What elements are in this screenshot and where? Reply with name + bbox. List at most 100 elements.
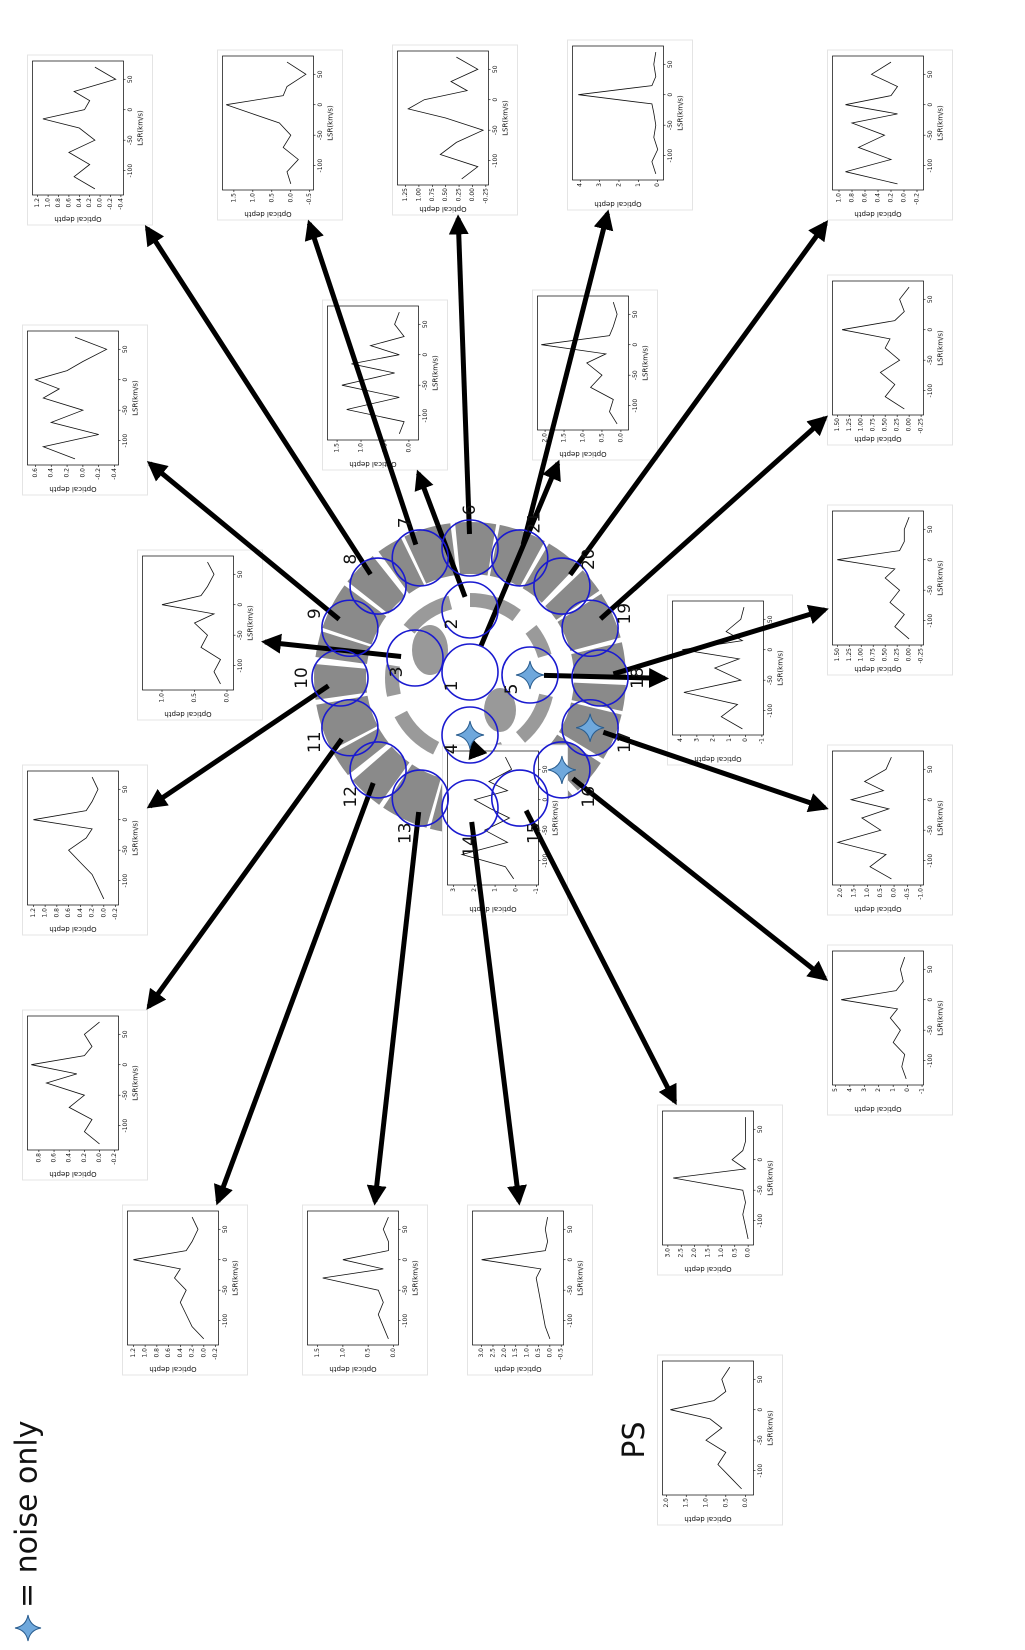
region-label: 10 [292, 667, 312, 689]
y-axis-label: Optical depth [329, 1365, 376, 1373]
x-tick-label: -50 [122, 1090, 129, 1100]
y-tick-label: 5 [832, 1088, 839, 1092]
y-tick-label: 1.25 [402, 188, 409, 202]
y-tick-label: 2.0 [691, 1248, 698, 1258]
y-tick-label: 0.0 [617, 433, 624, 443]
y-tick-label: 1.0 [524, 1348, 531, 1358]
x-axis-label: LSR(km/s) [937, 800, 945, 836]
x-axis-label: LSR(km/s) [577, 1260, 585, 1296]
y-tick-label: -0.2 [95, 468, 102, 480]
y-tick-label: -0.25 [918, 418, 925, 434]
y-tick-label: 1.0 [45, 198, 52, 208]
y-tick-label: 0.2 [189, 1348, 196, 1358]
spectrum-panel: -0.50.00.51.01.5-100-50050LSR(km/s)Optic… [218, 50, 343, 220]
y-tick-label: 2.0 [501, 1348, 508, 1358]
y-tick-label: -0.4 [111, 468, 118, 480]
spectrum-panel: 0.00.51.01.5-100-50050LSR(km/s)Optical d… [303, 1205, 428, 1375]
y-tick-label: -0.2 [111, 1153, 118, 1165]
y-tick-label: 3 [450, 888, 457, 892]
y-tick-label: 1.0 [836, 193, 843, 203]
spectrum-panel: -0.50.00.51.01.52.02.53.0-100-50050LSR(k… [468, 1205, 593, 1375]
y-axis-label: Optical depth [684, 1515, 731, 1523]
y-tick-label: 1.25 [846, 648, 853, 662]
y-tick-label: 4 [577, 183, 584, 187]
x-tick-label: -100 [122, 874, 129, 888]
x-axis-label: LSR(km/s) [937, 1000, 945, 1036]
x-tick-label: 0 [927, 328, 934, 332]
y-tick-label: 0.5 [191, 693, 198, 703]
y-tick-label: 0.4 [66, 1153, 73, 1163]
y-tick-label: -1 [919, 1088, 926, 1094]
page: {"legend": "= noise only", "regions": ["… [0, 0, 1025, 1650]
y-tick-label: 3 [861, 1088, 868, 1092]
y-tick-label: 0.0 [891, 888, 898, 898]
x-tick-label: 0 [757, 1408, 764, 1412]
y-tick-label: -0.4 [117, 198, 124, 210]
spectrum-panel: -0.4-0.20.00.20.40.6-100-50050LSR(km/s)O… [23, 325, 148, 495]
y-tick-label: 0 [654, 183, 661, 187]
x-axis-label: LSR(km/s) [327, 105, 335, 141]
y-tick-label: 3.0 [664, 1248, 671, 1258]
y-tick-label: 0.0 [742, 1498, 749, 1508]
x-tick-label: 50 [317, 70, 324, 78]
y-axis-label: Optical depth [854, 435, 901, 443]
x-axis-label: LSR(km/s) [552, 800, 560, 836]
x-tick-label: 0 [927, 103, 934, 107]
x-tick-label: -100 [757, 1214, 764, 1228]
y-tick-label: 1.2 [34, 198, 41, 208]
x-tick-label: -100 [927, 854, 934, 868]
y-tick-label: -0.2 [107, 198, 114, 210]
x-axis-label: LSR(km/s) [502, 100, 510, 136]
y-tick-label: 0.0 [287, 193, 294, 203]
y-tick-label: -0.25 [482, 188, 489, 204]
region-label: 18 [628, 667, 648, 689]
y-tick-label: 1.5 [314, 1348, 321, 1358]
y-tick-label: 1.0 [703, 1498, 710, 1508]
rotated-figure: -0.4 -0.20.00.20.40.60.81.01.2-100-50050L… [10, 40, 953, 1641]
spectrum-panel: 0.00.51.0-100-50050LSR(km/s)Optical dept… [138, 550, 263, 720]
y-tick-label: 0.4 [875, 193, 882, 203]
y-tick-label: 1.25 [846, 418, 853, 432]
arrow [526, 811, 675, 1102]
figure: -0.4 -0.20.00.20.40.60.81.01.2-100-50050L… [0, 0, 1025, 1650]
y-tick-label: 0.50 [882, 648, 889, 662]
x-tick-label: -50 [402, 1285, 409, 1295]
y-tick-label: 0 [742, 738, 749, 742]
y-axis-label: Optical depth [559, 450, 606, 458]
y-axis-label: Optical depth [694, 755, 741, 763]
y-tick-label: 0.50 [442, 188, 449, 202]
region-label: 1 [442, 681, 462, 692]
y-tick-label: 1.5 [850, 888, 857, 898]
x-axis-label: LSR(km/s) [767, 1160, 775, 1196]
region-label: 8 [341, 554, 361, 565]
legend-text: = noise only [10, 1421, 45, 1608]
y-tick-label: 0.0 [224, 693, 231, 703]
x-axis-label: LSR(km/s) [412, 1260, 420, 1296]
y-tick-label: 0.0 [745, 1248, 752, 1258]
x-tick-label: 50 [757, 1375, 764, 1383]
y-axis-label: Optical depth [419, 205, 466, 213]
y-tick-label: 0.2 [89, 908, 96, 918]
y-tick-label: 3.0 [478, 1348, 485, 1358]
spectrum-panel: -0.4-0.20.00.20.40.60.81.01.2-100-50050L… [28, 55, 153, 225]
x-tick-label: -100 [927, 384, 934, 398]
y-tick-label: 0.50 [882, 418, 889, 432]
y-tick-label: -0.25 [918, 648, 925, 664]
x-tick-label: 0 [567, 1258, 574, 1262]
spectrum-panel: -0.20.00.20.40.60.81.01.2-100-50050LSR(k… [23, 765, 148, 935]
y-tick-label: 0.5 [598, 433, 605, 443]
spectrum-panel: -0.250.000.250.500.751.001.25-100-50050L… [393, 45, 518, 215]
x-tick-label: 0 [317, 103, 324, 107]
y-tick-label: 1.5 [334, 443, 341, 453]
x-axis-label: LSR(km/s) [132, 380, 140, 416]
y-tick-label: -0.5 [904, 888, 911, 900]
y-tick-label: 0.5 [535, 1348, 542, 1358]
y-tick-label: 2 [875, 1088, 882, 1092]
x-tick-label: 50 [927, 765, 934, 773]
y-tick-label: 2.0 [837, 888, 844, 898]
x-tick-label: 0 [927, 798, 934, 802]
x-tick-label: -100 [757, 1464, 764, 1478]
x-tick-label: -50 [667, 120, 674, 130]
x-tick-label: 50 [927, 525, 934, 533]
